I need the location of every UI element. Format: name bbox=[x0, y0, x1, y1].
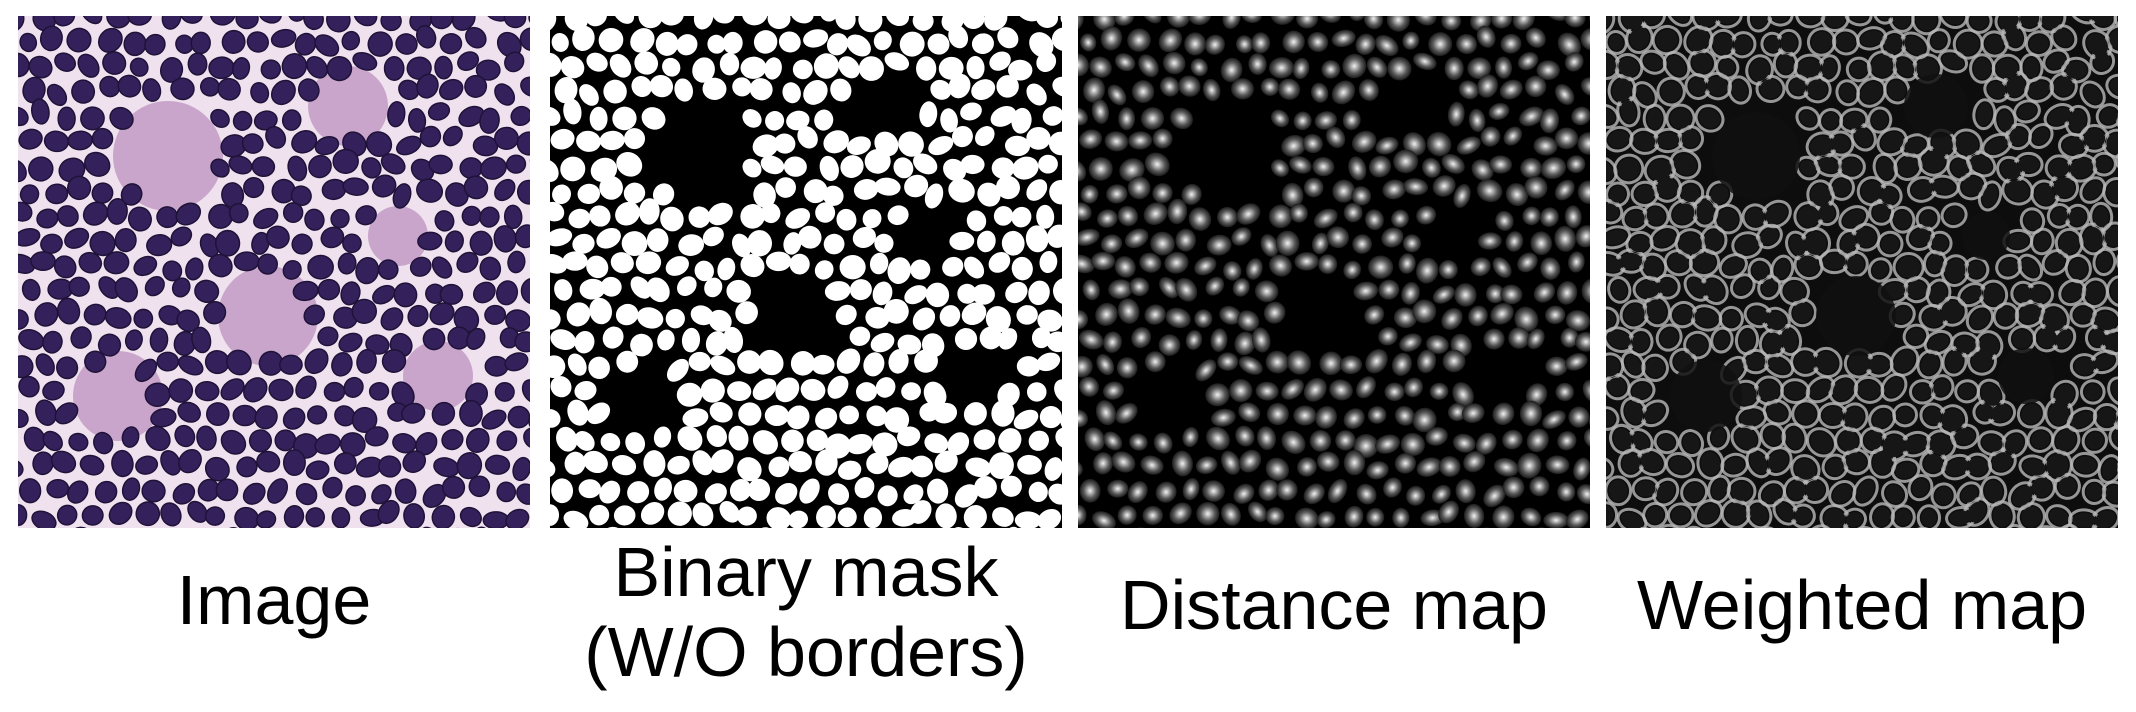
he-stained-histology-image bbox=[18, 16, 530, 528]
weighted-map-panel bbox=[1606, 16, 2118, 528]
binary-segmentation-mask bbox=[550, 16, 1062, 528]
distance-transform-map bbox=[1078, 16, 1590, 528]
binary-mask-caption: Binary mask (W/O borders) bbox=[584, 533, 1028, 691]
border-weight-map bbox=[1606, 16, 2118, 528]
distance-map-caption: Distance map bbox=[1120, 566, 1548, 644]
image-caption: Image bbox=[176, 561, 372, 639]
weighted-map-caption: Weighted map bbox=[1636, 566, 2088, 644]
he-image-panel bbox=[18, 16, 530, 528]
binary-mask-panel bbox=[550, 16, 1062, 528]
distance-map-panel bbox=[1078, 16, 1590, 528]
